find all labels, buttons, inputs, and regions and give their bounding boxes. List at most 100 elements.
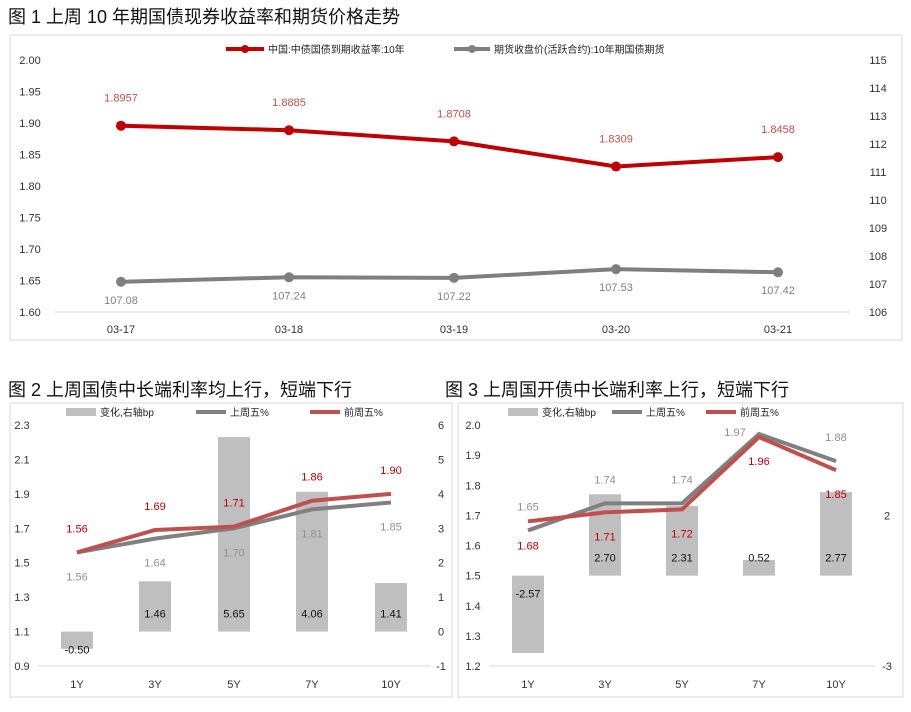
data-label: 1.8458 <box>761 124 795 136</box>
series-line-0 <box>120 123 779 169</box>
legend-label: 前周五% <box>740 406 779 419</box>
bar <box>296 491 328 632</box>
chart-1-frame <box>9 34 903 341</box>
y-tick-label: 1.2 <box>465 661 480 673</box>
data-label: 1.74 <box>671 474 692 486</box>
data-label: 1.56 <box>66 523 87 535</box>
y-tick-label: 1.1 <box>14 627 29 639</box>
y-tick-label: 1.5 <box>14 558 29 570</box>
y2-tick-label: 111 <box>870 167 887 179</box>
y-tick-label: 1.80 <box>19 181 40 193</box>
data-label: 1.68 <box>517 540 538 552</box>
y2-tick-label: 6 <box>438 420 444 432</box>
data-label: 107.24 <box>272 290 306 302</box>
y-tick-label: 1.5 <box>465 571 480 583</box>
y-tick-label: 1.7 <box>14 523 29 535</box>
x-tick-label: 7Y <box>305 679 319 691</box>
x-tick-label: 03-21 <box>764 324 792 336</box>
legend-swatch-bar <box>66 408 96 416</box>
legend-marker-red <box>241 45 249 53</box>
data-point <box>611 264 621 275</box>
y-tick-label: 0.9 <box>14 661 29 673</box>
y2-tick-label: 110 <box>869 195 887 207</box>
data-label: 1.69 <box>144 501 165 513</box>
data-label: 1.8957 <box>104 93 138 105</box>
x-tick-label: 5Y <box>675 679 689 691</box>
y-tick-label: 2.00 <box>19 55 40 67</box>
data-point <box>284 125 294 136</box>
figure-2-title: 图 2 上周国债中长端利率均上行，短端下行 <box>8 380 353 400</box>
y2-tick-label: -1 <box>436 661 446 673</box>
x-tick-label: 1Y <box>521 679 535 691</box>
legend-label: 变化,右轴bp <box>100 406 154 419</box>
y2-tick-label: 5 <box>438 454 444 466</box>
y-tick-label: 2.1 <box>14 454 29 466</box>
y-tick-label: 1.75 <box>19 213 40 225</box>
bar-label: 0.52 <box>748 553 769 565</box>
y-tick-label: 1.65 <box>19 276 40 288</box>
data-label: 1.74 <box>594 474 615 486</box>
bar <box>743 559 775 576</box>
data-label: 107.42 <box>761 285 795 297</box>
legend-label: 上周五% <box>646 407 685 419</box>
legend-swatch-bar <box>508 408 538 416</box>
y-tick-label: 1.95 <box>19 87 40 99</box>
y2-tick-label: -3 <box>882 661 892 673</box>
bar-label: -0.50 <box>64 645 89 657</box>
y2-tick-label: 106 <box>869 307 887 319</box>
y2-tick-label: 108 <box>869 251 887 263</box>
chart-frame <box>457 402 904 698</box>
series-line-1 <box>76 491 392 555</box>
x-tick-label: 03-20 <box>602 324 630 336</box>
x-tick-label: 03-17 <box>107 324 135 336</box>
y2-tick-label: 107 <box>869 279 887 291</box>
y2-tick-label: 3 <box>438 523 444 535</box>
data-point <box>773 267 783 278</box>
y2-tick-label: 109 <box>869 223 887 235</box>
bar <box>139 581 171 632</box>
y-tick-label: 1.6 <box>465 541 480 553</box>
x-tick-label: 7Y <box>752 679 766 691</box>
x-tick-label: 3Y <box>148 679 162 691</box>
data-label: 1.90 <box>380 465 401 477</box>
bar-label: 1.41 <box>380 609 401 621</box>
legend-label: 期货收盘价(活跃合约):10年期国债期货 <box>494 43 665 56</box>
legend-marker-gray <box>468 45 476 53</box>
y2-tick-label: 112 <box>869 139 887 151</box>
data-label: 1.8885 <box>272 97 306 109</box>
data-label: 1.72 <box>671 528 692 540</box>
legend-label: 中国:中债国债到期收益率:10年 <box>268 43 405 56</box>
data-point <box>611 161 621 172</box>
data-label: 1.65 <box>517 501 538 513</box>
x-tick-label: 10Y <box>381 679 401 691</box>
series-line-1 <box>527 434 837 524</box>
data-label: 1.85 <box>380 521 401 533</box>
y2-tick-label: 4 <box>438 489 444 501</box>
y2-tick-label: 0 <box>438 627 444 639</box>
figure-3-title: 图 3 上周国开债中长端利率上行，短端下行 <box>445 380 790 400</box>
data-label: 1.97 <box>724 427 745 439</box>
data-label: 107.22 <box>437 291 471 303</box>
data-label: 1.70 <box>223 547 244 559</box>
bar <box>666 506 698 576</box>
data-label: 1.8309 <box>599 134 633 146</box>
x-tick-label: 5Y <box>227 679 241 691</box>
bar <box>820 492 852 576</box>
legend-label: 变化,右轴bp <box>542 406 596 419</box>
data-label: 107.53 <box>599 282 633 294</box>
chart-frame <box>9 402 453 698</box>
bar-label: 2.70 <box>594 553 615 565</box>
series-line-0 <box>527 431 837 533</box>
bar-label: 4.06 <box>301 609 322 621</box>
y2-tick-label: 115 <box>869 55 887 67</box>
data-label: 1.96 <box>748 456 769 468</box>
x-tick-label: 10Y <box>826 679 846 691</box>
data-point <box>773 152 783 163</box>
data-label: 1.88 <box>825 432 846 444</box>
bar <box>512 575 544 654</box>
y-tick-label: 1.4 <box>465 601 480 613</box>
figure-1-title: 图 1 上周 10 年期国债现券收益率和期货价格走势 <box>8 7 401 27</box>
bar-label: -2.57 <box>515 589 540 601</box>
x-tick-label: 3Y <box>598 679 612 691</box>
